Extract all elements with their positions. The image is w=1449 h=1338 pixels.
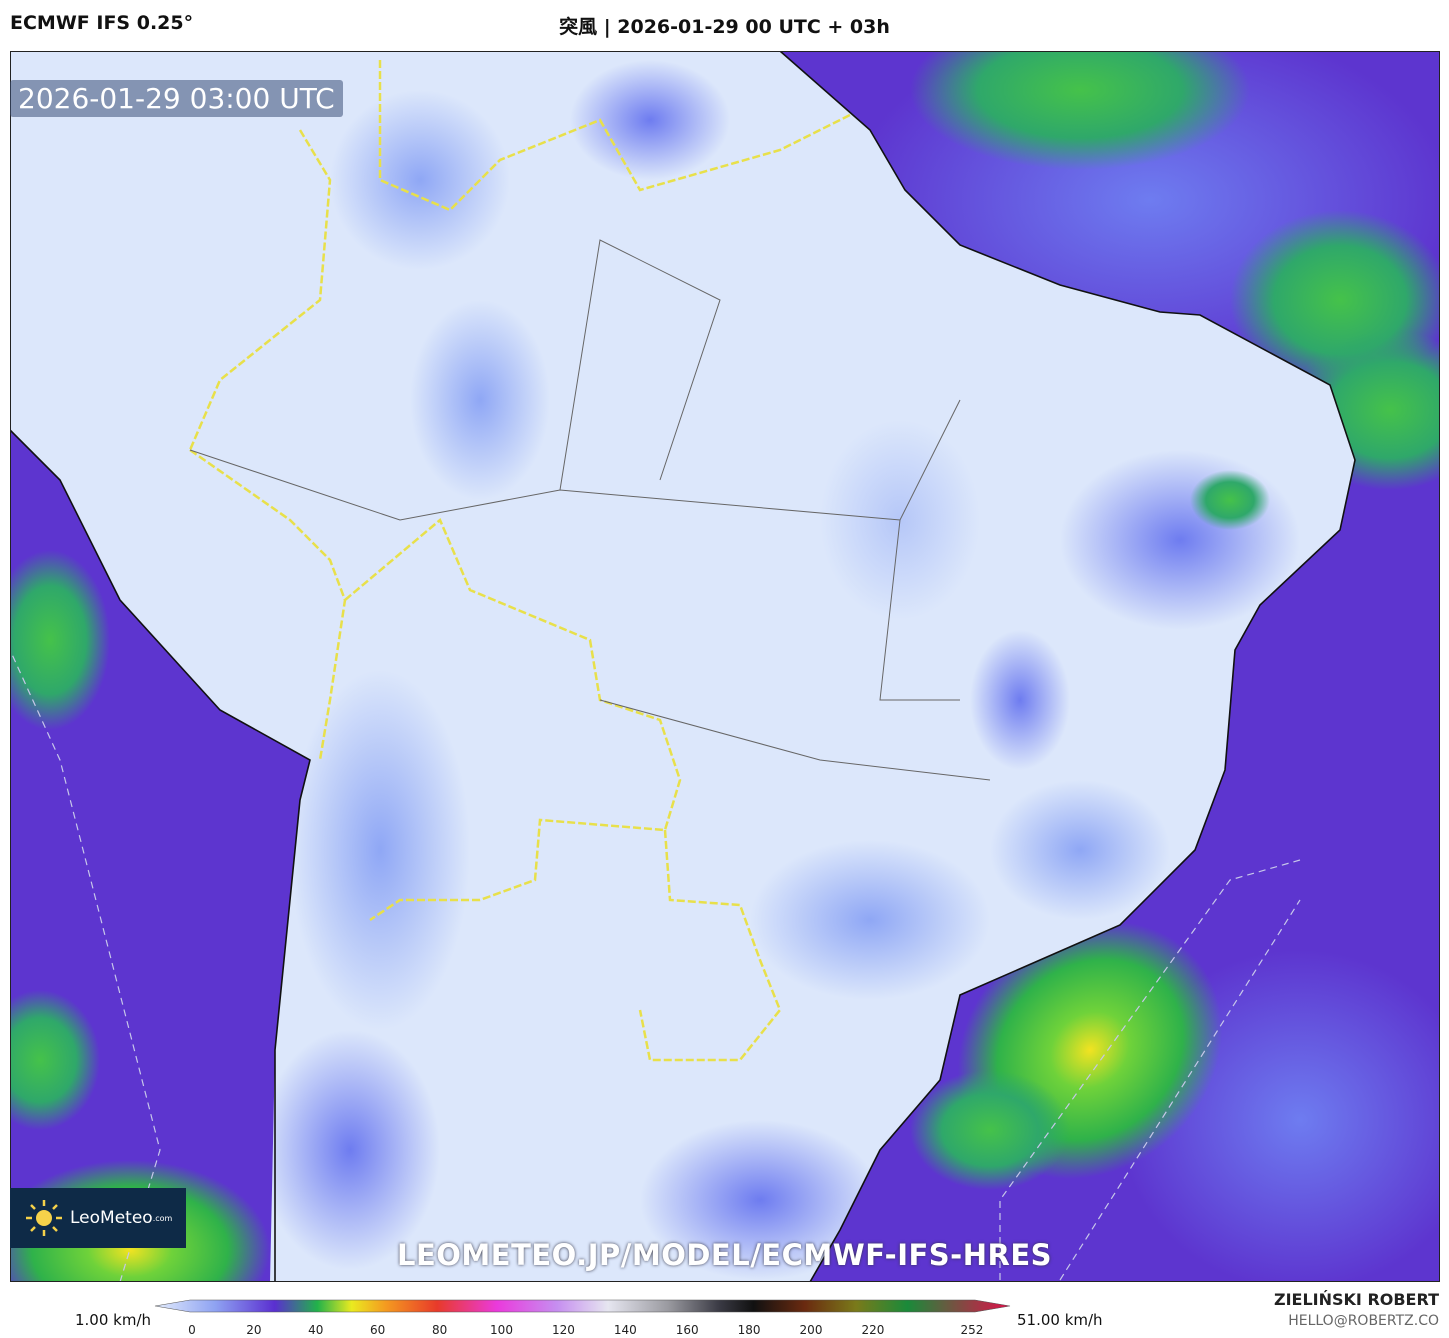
colorbar-min: 1.00 km/h [75,1311,152,1329]
map [10,51,1440,1282]
logo-suffix: .com [152,1213,173,1223]
colorbar-tick: 20 [246,1323,262,1337]
colorbar-tick: 180 [737,1323,761,1337]
colorbar-tick: 100 [490,1323,513,1337]
colorbar-tick: 160 [675,1323,699,1337]
logo-name: LeoMeteo [70,1208,153,1228]
colorbar-tick: 0 [188,1323,196,1337]
colorbar-tick: 80 [431,1323,448,1337]
gust-area [910,1070,1070,1190]
colorbar-tick: 252 [960,1323,984,1337]
map-frame [10,51,1440,1282]
colorbar-tick: 120 [551,1323,575,1337]
gust-area [10,990,100,1130]
valid-time: 2026-01-29 03:00 UTC [10,80,343,117]
colorbar-tick: 220 [861,1323,885,1337]
email: HELLO@ROBERTZ.CO [1288,1313,1439,1329]
colorbar-tick: 40 [308,1323,324,1337]
model-title: ECMWF IFS 0.25° [10,12,194,34]
author: ZIELIŃSKI ROBERT [1273,1290,1439,1309]
colorbar [154,1299,1011,1313]
gust-area [10,550,110,730]
colorbar-max: 51.00 km/h [1017,1311,1103,1329]
colorbar-tick: 200 [799,1323,823,1337]
run-title: 突風 | 2026-01-29 00 UTC + 03h [559,16,890,38]
gust-area [910,51,1250,170]
colorbar-tick: 140 [613,1323,637,1337]
watermark: LEOMETEO.JP/MODEL/ECMWF-IFS-HRES [396,1238,1053,1272]
logo: LeoMeteo .com [10,1188,186,1248]
coastline [10,51,1356,1282]
colorbar-tick: 60 [370,1323,386,1337]
logo-sun [26,1200,62,1236]
isobar [10,649,1301,1282]
